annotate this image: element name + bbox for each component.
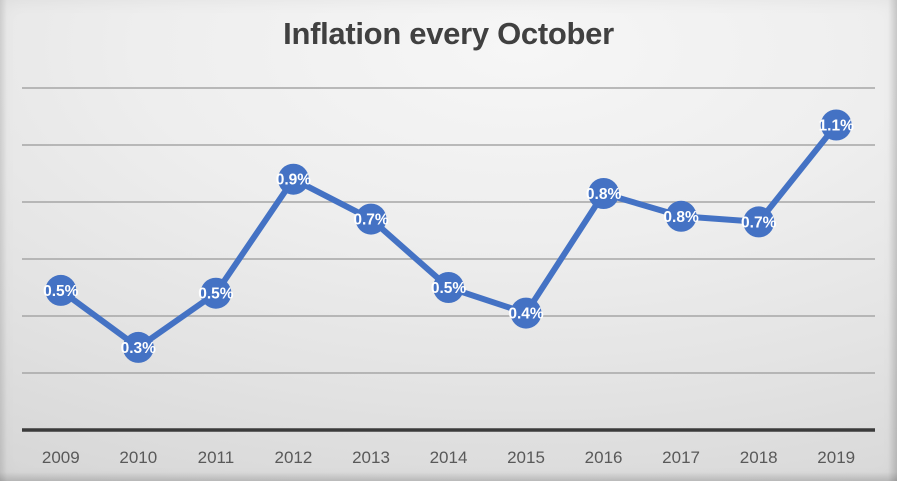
data-label-2017: 0.8%	[663, 209, 699, 226]
x-axis-label-2017: 2017	[662, 448, 700, 467]
x-axis-label-2011: 2011	[198, 448, 235, 467]
data-label-2013: 0.7%	[353, 212, 389, 229]
x-axis-label-2010: 2010	[119, 448, 157, 467]
x-axis-label-2013: 2013	[352, 448, 390, 467]
data-label-2014: 0.5%	[431, 280, 467, 297]
chart-title: Inflation every October	[283, 16, 614, 51]
data-label-2019: 1.1%	[819, 118, 855, 135]
data-point-2014[interactable]	[433, 272, 464, 303]
data-label-2015: 0.4%	[508, 306, 544, 323]
data-label-2018: 0.7%	[741, 214, 777, 231]
x-axis-label-2016: 2016	[585, 448, 623, 467]
data-point-2011[interactable]	[200, 277, 232, 309]
x-axis-label-2014: 2014	[430, 448, 468, 467]
x-axis-label-2009: 2009	[42, 448, 80, 467]
data-point-2017[interactable]	[665, 200, 697, 232]
data-point-2009[interactable]	[45, 274, 77, 306]
series-line-inflation	[57, 122, 840, 351]
data-label-2011: 0.5%	[198, 286, 234, 303]
x-axis-label-2015: 2015	[507, 448, 545, 467]
x-axis-label-2019: 2019	[817, 448, 855, 467]
data-point-2015[interactable]	[510, 297, 542, 329]
data-point-2018[interactable]	[743, 206, 775, 238]
data-point-2013[interactable]	[355, 203, 387, 235]
data-label-2012: 0.9%	[276, 172, 312, 189]
data-label-2009: 0.5%	[43, 283, 79, 300]
data-label-2010: 0.3%	[121, 340, 157, 357]
x-axis-label-2012: 2012	[274, 448, 312, 467]
data-point-2010[interactable]	[122, 331, 154, 363]
data-point-2019[interactable]	[820, 109, 852, 141]
data-label-2016: 0.8%	[586, 186, 622, 203]
data-point-2016[interactable]	[588, 178, 620, 209]
x-axis-label-2018: 2018	[740, 448, 778, 467]
data-point-2012[interactable]	[277, 163, 309, 195]
